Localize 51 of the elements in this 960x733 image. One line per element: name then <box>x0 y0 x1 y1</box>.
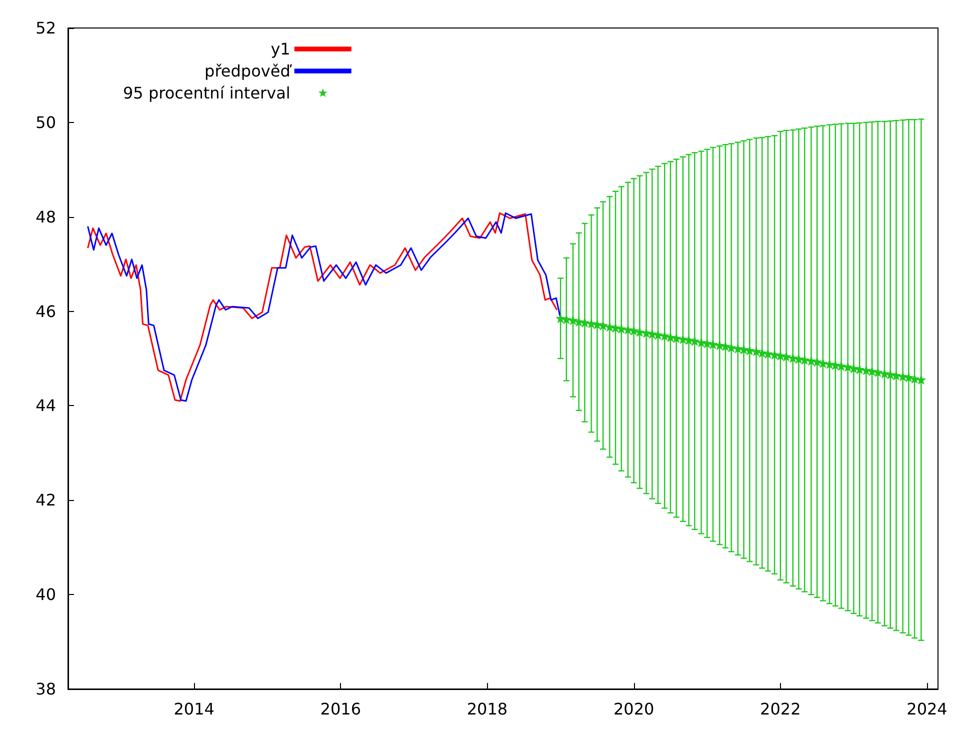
y-tick-label: 48 <box>36 207 56 226</box>
y-tick-label: 44 <box>36 396 56 416</box>
point <box>610 323 620 333</box>
x-tick-label: 2024 <box>906 700 948 718</box>
point <box>898 372 908 382</box>
point <box>690 336 700 346</box>
point <box>616 324 626 334</box>
point <box>763 349 773 359</box>
x-tick-label: 2022 <box>760 700 801 718</box>
legend-label: 95 procentní interval <box>123 84 290 102</box>
x-tick-label: 2018 <box>466 700 508 718</box>
y-tick-label: 40 <box>36 585 56 604</box>
point <box>598 320 608 330</box>
point <box>733 344 743 354</box>
point <box>634 327 644 337</box>
point <box>818 358 828 368</box>
point <box>744 346 754 356</box>
point <box>788 353 798 363</box>
point <box>653 330 663 340</box>
point <box>696 338 706 348</box>
point <box>880 368 890 378</box>
point <box>848 364 858 374</box>
y-tick-label: 42 <box>36 490 56 510</box>
point <box>726 342 736 352</box>
x-tick-label: 2016 <box>320 700 362 718</box>
point <box>562 314 572 324</box>
y-tick-label: 38 <box>36 680 56 698</box>
point <box>782 352 792 362</box>
point <box>580 318 590 328</box>
legend-label: y1 <box>270 40 290 58</box>
point <box>910 374 920 384</box>
legend-label: předpověď <box>204 62 292 80</box>
x-tick-label: 2014 <box>174 700 214 718</box>
y-tick-label: 52 <box>36 18 56 38</box>
point <box>757 348 767 358</box>
x-tick-label: 2020 <box>613 700 654 718</box>
point <box>604 322 614 332</box>
y-tick-label: 46 <box>36 302 56 321</box>
y-tick-label: 50 <box>36 112 56 132</box>
point <box>672 333 682 343</box>
point <box>836 361 846 371</box>
point <box>867 366 877 376</box>
point <box>708 340 718 350</box>
point <box>843 362 853 372</box>
point <box>873 367 883 377</box>
point <box>556 314 566 324</box>
point <box>720 341 730 351</box>
point <box>886 370 896 380</box>
point <box>824 359 834 369</box>
point <box>629 326 639 336</box>
point <box>666 332 676 342</box>
